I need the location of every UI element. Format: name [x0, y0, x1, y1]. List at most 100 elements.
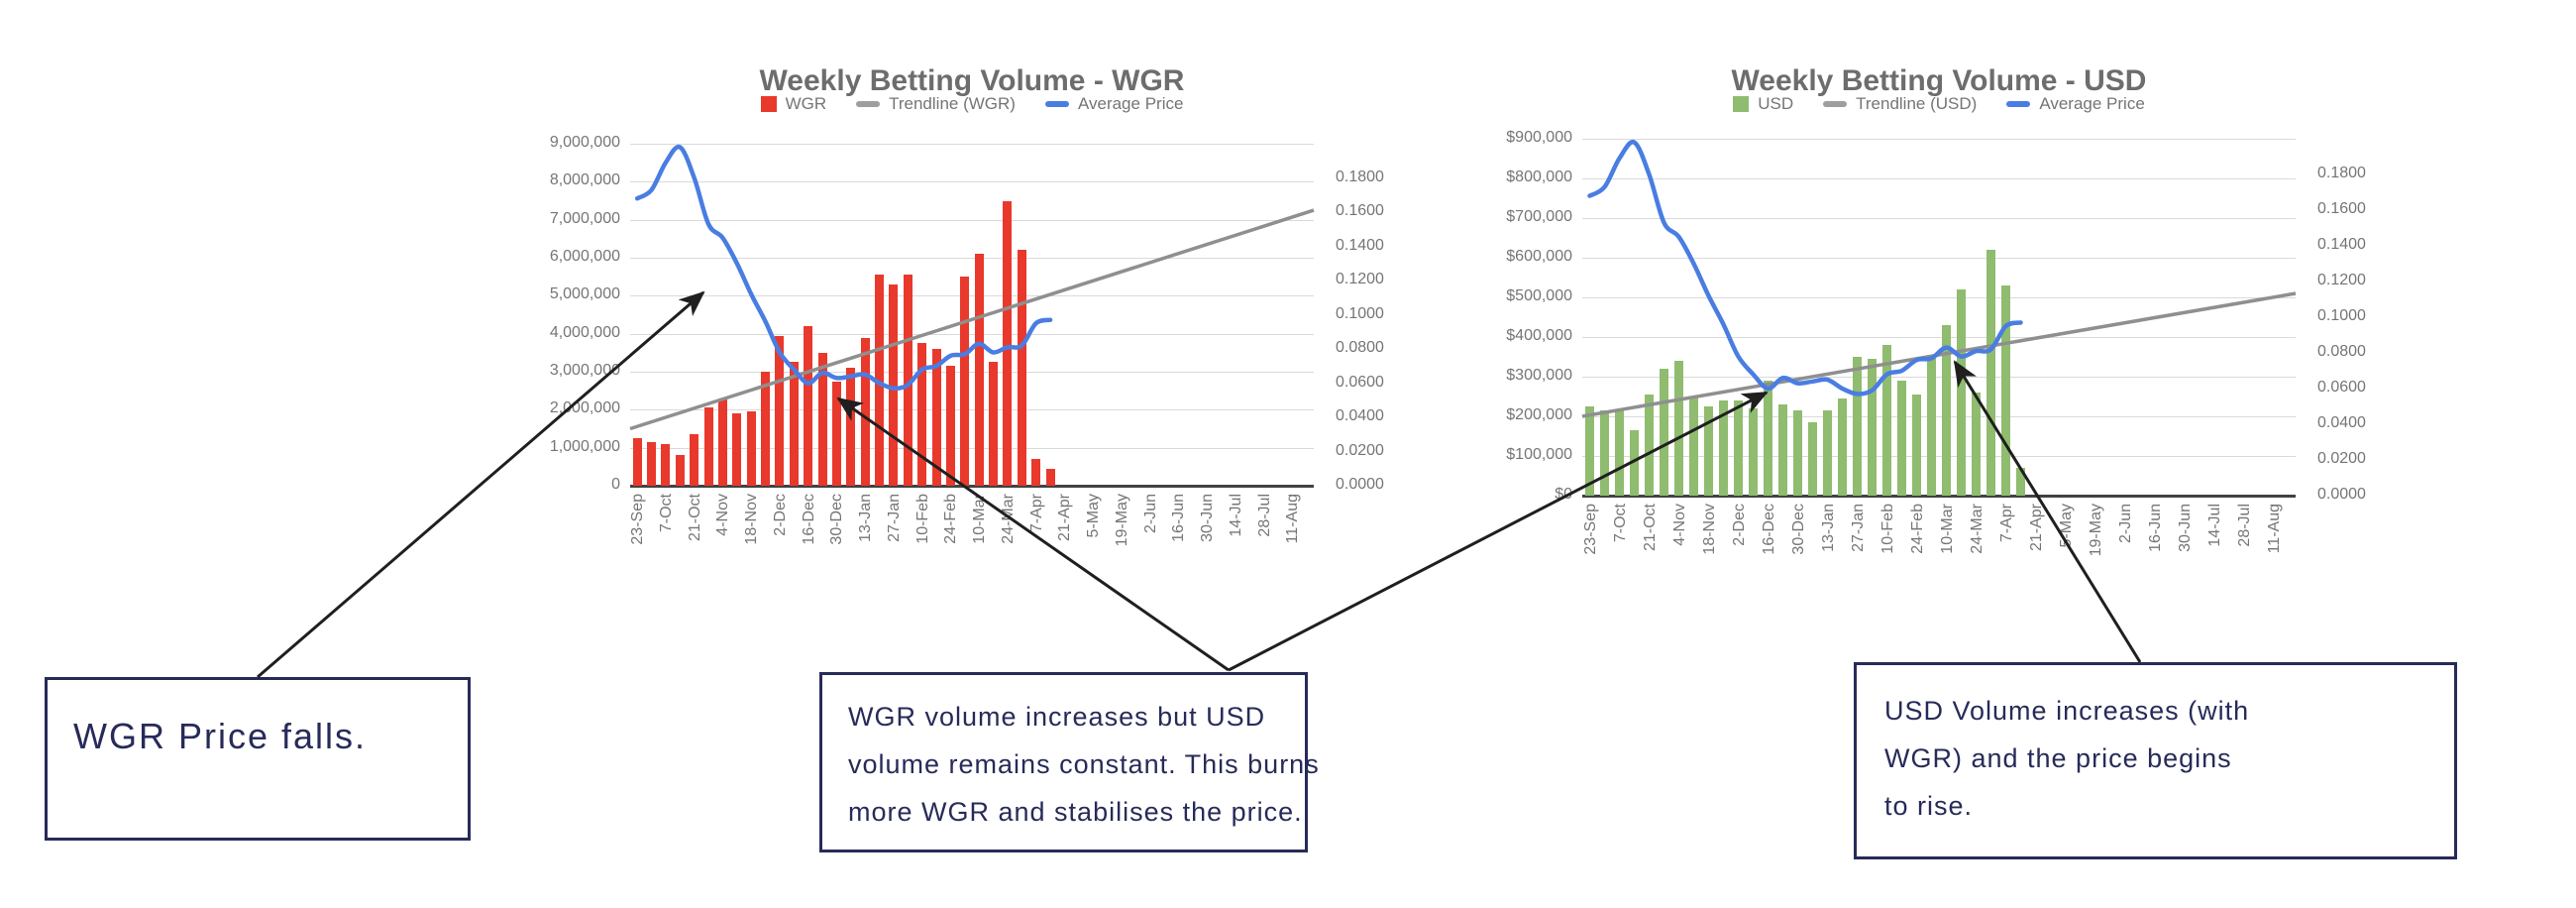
x-axis-tick-label: 21-Oct [1641, 504, 1659, 552]
x-axis-tick-label: 19-May [1113, 494, 1130, 547]
y-axis-tick-label: 9,000,000 [549, 134, 620, 151]
chart-title-usd: Weekly Betting Volume - USD [1731, 63, 2147, 97]
right-axis-tick-label: 0.1200 [2317, 272, 2366, 288]
x-axis-tick-label: 23-Sep [629, 494, 647, 545]
gridline [1582, 218, 2296, 219]
x-axis-tick-label: 24-Feb [942, 494, 960, 544]
x-axis-tick-label: 19-May [2087, 504, 2104, 557]
legend-swatch-dash-icon [2006, 101, 2031, 107]
legend-label: USD [1758, 94, 1794, 113]
legend-item: Average Price [2006, 94, 2145, 114]
callout-text: volume remains constant. This burns [848, 749, 1320, 779]
x-axis-tick-label: 10-Mar [1938, 504, 1956, 554]
legend-label: Trendline (WGR) [889, 94, 1016, 113]
average-price-line [1587, 140, 2023, 397]
gridline [630, 144, 1314, 145]
gridline [630, 258, 1314, 259]
right-axis-tick-label: 0.0200 [1336, 441, 1384, 459]
y-axis-tick-label: 4,000,000 [549, 323, 620, 341]
bar-10-Feb [1881, 345, 1892, 496]
x-axis-tick-label: 27-Jan [885, 494, 903, 542]
bar-9-Dec [789, 362, 799, 486]
y-axis-tick-label: $100,000 [1506, 446, 1572, 463]
x-axis-tick-label: 7-Oct [657, 494, 675, 533]
bar-24-Mar [1003, 200, 1013, 486]
x-axis-tick-label: 11-Aug [2265, 504, 2283, 554]
bar-25-Nov [761, 372, 771, 486]
gridline [1582, 337, 2296, 338]
right-axis-tick-label: 0.0400 [2317, 414, 2366, 431]
gridline [630, 333, 1314, 335]
y-axis-tick-label: $800,000 [1506, 169, 1572, 185]
y-axis-tick-label: $600,000 [1506, 248, 1572, 265]
bar-27-Jan [889, 284, 899, 486]
chart-title-wgr: Weekly Betting Volume - WGR [759, 63, 1185, 97]
x-axis-tick-label: 21-Apr [2027, 504, 2045, 552]
gridline [630, 295, 1314, 297]
bar-10-Mar [1941, 325, 1952, 496]
gridline [630, 219, 1314, 221]
bar-3-Feb [903, 275, 912, 486]
x-axis-tick-label: 16-Jun [2146, 504, 2164, 552]
x-axis-tick-label: 28-Jul [2235, 504, 2253, 547]
x-axis-tick-label: 24-Mar [1968, 504, 1986, 554]
x-axis-tick-label: 16-Jun [1170, 494, 1188, 542]
right-axis-tick-label: 0.0600 [2317, 379, 2366, 396]
legend-swatch-dash-icon [1823, 101, 1848, 107]
y-axis-tick-label: $200,000 [1506, 406, 1572, 423]
legend-item: Trendline (USD) [1823, 94, 1977, 114]
right-axis-tick-label: 0.1600 [1336, 202, 1384, 219]
y-axis-tick-label: $700,000 [1506, 208, 1572, 225]
x-axis-baseline [1582, 495, 2296, 498]
legend-item: USD [1733, 94, 1793, 114]
legend-swatch-dash-icon [856, 101, 881, 107]
plot-wgr: 9,000,000 8,000,000 7,000,000 6,000,000 5,00… [550, 134, 1384, 546]
callout-text: more WGR and stabilises the price. [848, 797, 1303, 827]
bar-20-Jan [875, 275, 885, 486]
callout-text: WGR Price falls. [73, 716, 368, 756]
callout-usd-volume-increases: USD Volume increases (with WGR) and the … [1854, 662, 2457, 859]
callout-text: WGR volume increases but USD [848, 702, 1266, 732]
x-axis-tick-label: 24-Mar [999, 494, 1017, 544]
bar-31-Mar [1017, 250, 1026, 486]
legend-swatch-dash-icon [1044, 101, 1069, 107]
legend-wgr: WGR Trendline (WGR) Average Price [526, 94, 1418, 114]
x-axis-tick-label: 2-Dec [1730, 504, 1748, 546]
bar-23-Dec [817, 352, 827, 486]
bar-16-Dec [1763, 381, 1773, 496]
gridline [1582, 377, 2296, 378]
y-axis-tick-label: $900,000 [1506, 129, 1572, 146]
x-axis-tick-label: 10-Feb [913, 494, 931, 544]
bar-20-Jan [1837, 398, 1848, 496]
right-axis-tick-label: 0.0000 [2317, 486, 2366, 503]
right-axis-tick-label: 0.0400 [1336, 407, 1384, 424]
x-axis-tick-label: 10-Mar [971, 494, 989, 544]
x-axis-tick-label: 5-May [1085, 494, 1103, 538]
gridline [1582, 456, 2296, 457]
x-axis-tick-label: 30-Jun [1199, 494, 1217, 542]
x-axis-tick-label: 21-Apr [1056, 494, 1074, 542]
x-axis-tick-label: 18-Nov [1700, 504, 1718, 555]
x-axis-tick-label: 4-Nov [1670, 504, 1688, 546]
right-axis-tick-label: 0.1600 [2317, 200, 2366, 217]
y-axis-tick-label: 7,000,000 [549, 209, 620, 227]
y-axis-tick-label: 0 [611, 476, 620, 493]
y-axis-tick-label: 1,000,000 [549, 437, 620, 455]
y-axis-tick-label: 3,000,000 [549, 362, 620, 379]
y-axis-tick-label: $0 [1555, 486, 1572, 503]
y-axis-tick-label: 2,000,000 [549, 399, 620, 417]
legend-label: Trendline (USD) [1856, 94, 1978, 113]
average-price-line [634, 144, 1053, 392]
x-axis-tick-label: 27-Jan [1849, 504, 1867, 552]
gridline [1582, 139, 2296, 140]
y-axis-tick-label: $300,000 [1506, 367, 1572, 384]
right-axis-tick-label: 0.0000 [1336, 476, 1384, 493]
x-axis-tick-label: 18-Nov [743, 494, 761, 545]
bar-3-Feb [1867, 359, 1878, 496]
callout-wgr-price-falls: WGR Price falls. [45, 677, 471, 841]
x-axis-tick-label: 2-Jun [1141, 494, 1159, 534]
right-axis-tick-label: 0.1800 [2317, 165, 2366, 181]
gridline [1582, 416, 2296, 417]
right-axis-tick-label: 0.0800 [2317, 343, 2366, 360]
bar-27-Jan [1852, 357, 1863, 496]
